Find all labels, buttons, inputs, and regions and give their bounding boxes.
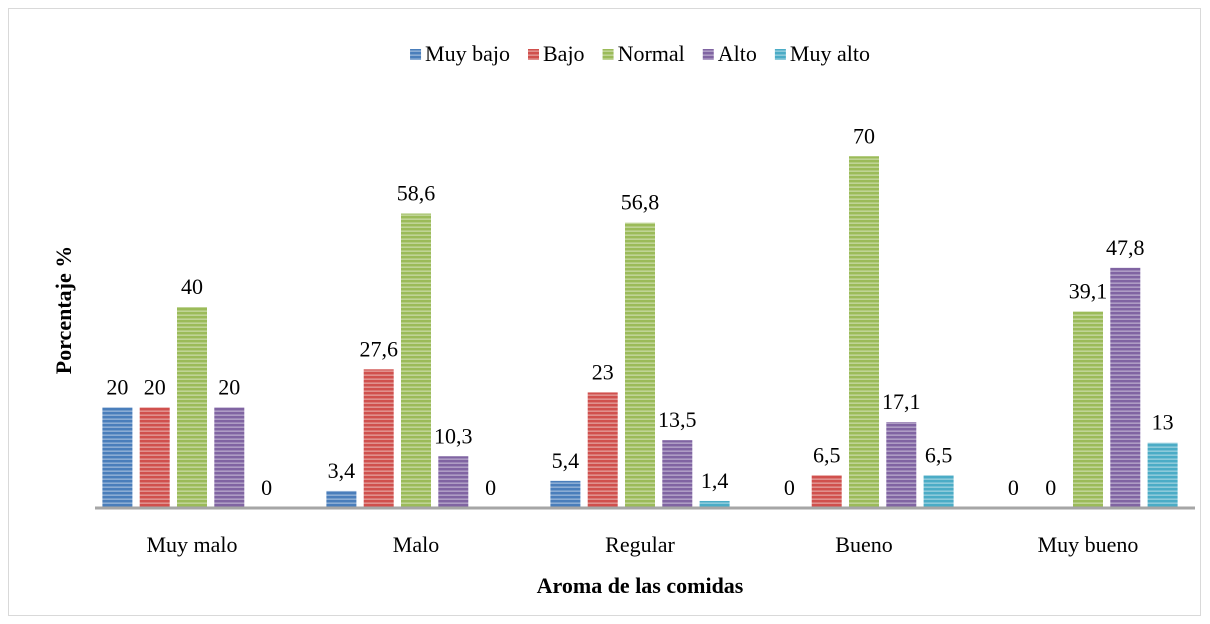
- bar: [102, 407, 133, 508]
- legend-label: Alto: [718, 41, 757, 66]
- data-label: 13,5: [658, 407, 697, 432]
- x-tick-label: Regular: [605, 532, 675, 557]
- legend-swatch: [774, 49, 786, 60]
- bar: [625, 222, 655, 508]
- y-axis-title: Porcentaje %: [51, 246, 76, 375]
- data-label: 0: [1008, 475, 1019, 500]
- bar: [849, 156, 879, 508]
- data-label: 1,4: [701, 468, 729, 493]
- bar: [401, 213, 431, 508]
- legend: Muy bajo Bajo Normal Alto Muy alto: [410, 41, 870, 66]
- bar: [177, 307, 207, 508]
- bar: [139, 407, 170, 508]
- data-label: 17,1: [882, 389, 921, 414]
- bar: [550, 480, 581, 508]
- data-label: 27,6: [359, 336, 398, 361]
- legend-swatch: [702, 49, 714, 60]
- bar: [1110, 267, 1141, 508]
- data-label: 6,5: [813, 442, 841, 467]
- data-label: 3,4: [328, 458, 356, 483]
- data-label: 13: [1152, 410, 1174, 435]
- bar: [1147, 442, 1178, 508]
- legend-label: Bajo: [543, 41, 585, 66]
- data-label: 39,1: [1069, 279, 1108, 304]
- data-label: 0: [1045, 475, 1056, 500]
- bar: [699, 500, 730, 508]
- bar: [438, 456, 469, 508]
- x-tick-label: Malo: [393, 532, 439, 557]
- bar: [363, 369, 394, 508]
- legend-swatch: [602, 49, 614, 60]
- x-axis-title: Aroma de las comidas: [537, 573, 744, 598]
- data-label: 0: [261, 475, 272, 500]
- data-label: 10,3: [434, 423, 473, 448]
- bar: [587, 392, 618, 508]
- bar: [1073, 311, 1103, 508]
- x-tick-label: Bueno: [835, 532, 892, 557]
- x-tick-label: Muy malo: [146, 532, 237, 557]
- data-label: 40: [181, 274, 203, 299]
- bar: [662, 440, 693, 508]
- legend-label: Normal: [618, 41, 685, 66]
- legend-label: Muy alto: [790, 41, 870, 66]
- bar: [886, 422, 917, 508]
- legend-label: Muy bajo: [425, 41, 510, 66]
- bar: [811, 475, 842, 508]
- data-label: 23: [592, 359, 614, 384]
- data-label: 6,5: [925, 442, 953, 467]
- data-label: 20: [144, 375, 166, 400]
- data-label: 5,4: [552, 448, 580, 473]
- bar: [214, 407, 245, 508]
- data-label: 0: [784, 475, 795, 500]
- chart-frame: [8, 8, 1201, 616]
- data-label: 20: [106, 375, 128, 400]
- legend-swatch: [410, 49, 422, 60]
- data-label: 56,8: [621, 190, 660, 215]
- data-label: 70: [853, 123, 875, 148]
- legend-swatch: [528, 49, 539, 60]
- bar: [326, 490, 357, 508]
- data-label: 20: [218, 375, 240, 400]
- data-label: 58,6: [397, 181, 436, 206]
- x-tick-label: Muy bueno: [1038, 532, 1139, 557]
- data-label: 47,8: [1106, 235, 1145, 260]
- bar: [923, 475, 954, 508]
- data-label: 0: [485, 475, 496, 500]
